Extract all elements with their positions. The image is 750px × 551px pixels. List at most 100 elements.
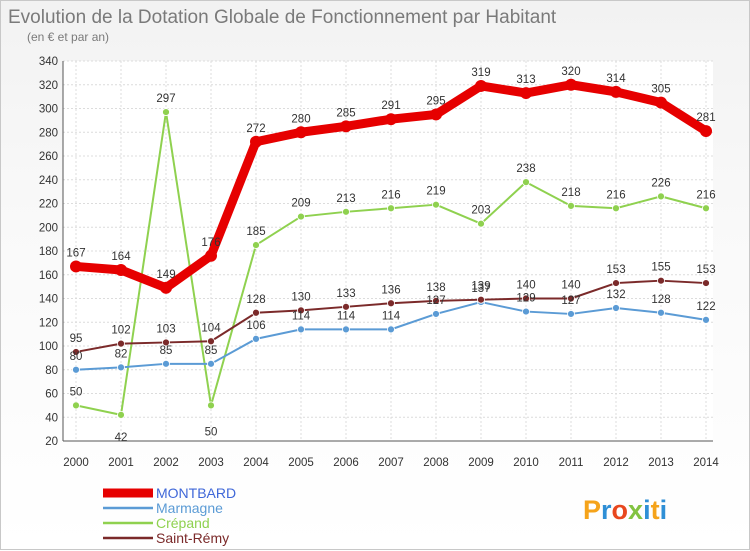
data-point (432, 200, 440, 209)
data-label: 153 (606, 264, 625, 276)
data-label: 42 (115, 432, 128, 444)
x-tick-label: 2001 (108, 457, 134, 469)
x-tick-label: 2007 (378, 457, 404, 469)
data-point (657, 308, 665, 317)
data-label: 129 (516, 293, 535, 305)
legend-label: Saint-Rémy (156, 530, 229, 546)
y-tick-label: 320 (39, 80, 58, 92)
data-labels: 167 164 149 176 272 280 285 291 295 319 313 320 314 3… (66, 66, 715, 444)
legend-item: Crépand (103, 515, 210, 531)
legend-label: Marmagne (156, 500, 223, 516)
data-point (252, 334, 260, 343)
y-tick-label: 180 (39, 246, 58, 258)
data-point (432, 310, 440, 318)
data-label: 176 (201, 237, 220, 249)
data-point (207, 337, 215, 346)
data-point (430, 108, 442, 121)
x-tick-label: 2009 (468, 457, 494, 469)
data-label: 216 (381, 189, 400, 201)
data-point (702, 279, 710, 287)
proxiti-logo: Proxiti (583, 495, 667, 525)
data-label: 280 (291, 113, 310, 125)
data-label: 106 (246, 320, 265, 332)
data-label: 149 (156, 269, 175, 281)
data-label: 138 (426, 282, 445, 294)
y-tick-label: 20 (45, 436, 58, 448)
data-label: 314 (606, 73, 626, 85)
data-label: 114 (382, 310, 401, 322)
data-point (567, 310, 575, 318)
data-label: 305 (651, 84, 670, 96)
x-tick-label: 2004 (243, 457, 269, 469)
data-point (117, 339, 125, 348)
data-point (477, 295, 485, 304)
x-tick-label: 2013 (648, 457, 674, 469)
data-label: 137 (471, 283, 490, 295)
data-label: 216 (696, 189, 715, 201)
y-tick-label: 40 (45, 412, 58, 424)
x-tick-label: 2011 (559, 457, 584, 469)
data-label: 238 (516, 163, 535, 175)
data-point (612, 204, 620, 213)
data-label: 133 (336, 288, 355, 300)
data-point (700, 125, 712, 138)
y-tick-label: 100 (39, 341, 58, 353)
data-label: 132 (606, 289, 625, 301)
y-tick-label: 120 (39, 317, 58, 329)
data-point (162, 359, 170, 368)
series-montbard (70, 78, 712, 294)
legend-item: Marmagne (103, 500, 223, 516)
data-label: 85 (160, 345, 173, 357)
data-point (520, 87, 532, 100)
data-point (387, 325, 395, 334)
data-label: 127 (426, 295, 445, 307)
y-tick-label: 300 (39, 104, 58, 116)
data-point (342, 207, 350, 216)
x-tick-label: 2012 (603, 457, 629, 469)
data-label: 140 (516, 280, 535, 292)
data-label: 128 (246, 294, 265, 306)
data-label: 164 (111, 251, 131, 263)
data-point (655, 96, 667, 109)
data-label: 104 (201, 322, 221, 334)
chart-subtitle: (en € et par an) (27, 30, 109, 44)
data-label: 153 (696, 264, 715, 276)
data-point (342, 325, 350, 334)
data-label: 209 (291, 198, 310, 210)
data-label: 102 (111, 325, 130, 337)
data-point (612, 279, 620, 287)
axes: 20 40 60 80 100 120 140 160 180 200 220 240 260 280 30… (39, 56, 720, 469)
y-tick-label: 160 (39, 270, 58, 282)
data-label: 213 (336, 193, 355, 205)
data-label: 216 (606, 189, 625, 201)
data-label: 155 (651, 262, 670, 274)
data-label: 128 (651, 294, 670, 306)
data-point (70, 260, 82, 273)
series-saint-r-my (72, 276, 710, 356)
data-point (522, 294, 530, 303)
data-label: 50 (205, 426, 218, 438)
data-point (252, 241, 260, 249)
data-label: 95 (70, 333, 83, 345)
y-tick-label: 240 (39, 175, 58, 187)
data-label: 50 (70, 386, 83, 398)
data-label: 295 (426, 95, 445, 107)
x-tick-label: 2002 (153, 457, 179, 469)
legend-label: MONTBARD (156, 485, 236, 501)
data-label: 103 (156, 323, 175, 335)
data-point (295, 126, 307, 139)
x-tick-label: 2014 (693, 457, 719, 469)
y-tick-label: 340 (39, 56, 58, 68)
data-label: 297 (156, 93, 175, 105)
data-point (117, 363, 125, 372)
legend-item: Saint-Rémy (103, 530, 229, 546)
data-point (610, 85, 622, 98)
logo-wordmark: Proxiti (583, 495, 667, 525)
data-point (657, 276, 665, 285)
data-point (117, 410, 125, 419)
data-point (612, 304, 620, 312)
data-label: 226 (651, 177, 670, 189)
y-tick-label: 200 (39, 222, 58, 234)
y-tick-label: 260 (39, 151, 58, 163)
